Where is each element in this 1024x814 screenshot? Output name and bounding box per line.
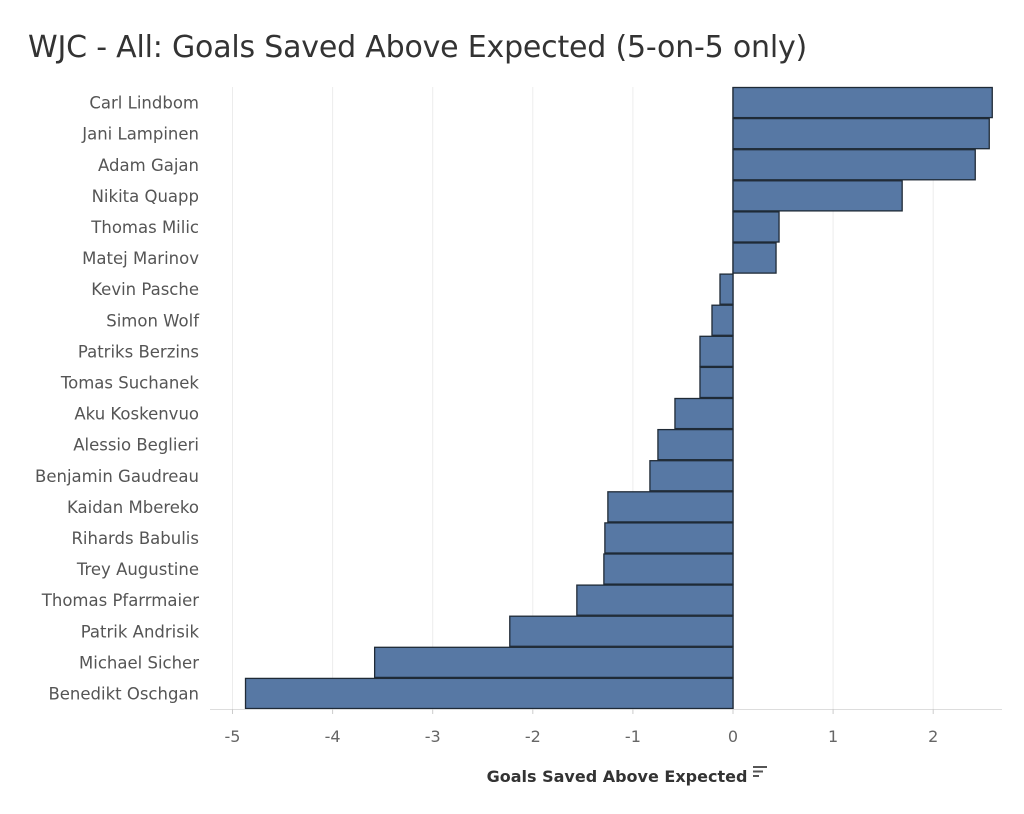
category-label: Simon Wolf [106, 311, 200, 330]
chart-title: WJC - All: Goals Saved Above Expected (5… [28, 30, 808, 65]
category-label: Patrik Andrisik [81, 622, 200, 641]
tick-label: 2 [928, 727, 938, 746]
tick-label: 0 [728, 727, 738, 746]
category-label: Rihards Babulis [71, 529, 199, 548]
bar[interactable] [373, 646, 734, 679]
category-labels: Carl Lindbom Jani Lampinen Adam Gajan Nikit… [35, 94, 200, 704]
tick-label: -1 [625, 727, 641, 746]
bar[interactable] [509, 615, 734, 647]
bar[interactable] [674, 397, 734, 430]
bar[interactable] [699, 335, 734, 368]
x-axis-title: Goals Saved Above Expected [487, 767, 748, 786]
category-label: Carl Lindbom [89, 94, 199, 113]
category-label: Benedikt Oschgan [48, 684, 199, 703]
category-label: Thomas Milic [90, 218, 199, 237]
bar[interactable] [649, 460, 734, 492]
bar[interactable] [711, 304, 734, 336]
category-label: Tomas Suchanek [60, 373, 200, 392]
bar[interactable] [607, 491, 734, 523]
tick-label: -2 [525, 727, 541, 746]
bar[interactable] [699, 366, 734, 399]
category-label: Kaidan Mbereko [67, 498, 199, 517]
bar[interactable] [732, 149, 976, 181]
bar[interactable] [732, 117, 990, 150]
category-label: Patriks Berzins [78, 342, 199, 361]
bar[interactable] [576, 584, 734, 616]
tick-label: -5 [225, 727, 241, 746]
tick-label: -3 [425, 727, 441, 746]
sort-icon-line [753, 775, 759, 777]
bar[interactable] [604, 522, 734, 554]
category-label: Alessio Beglieri [73, 436, 199, 455]
x-axis: -5 -4 -3 -2 -1 0 1 2 [210, 709, 1002, 746]
category-label: Aku Koskenvuo [74, 405, 199, 424]
sort-descending-icon[interactable] [753, 766, 767, 777]
bar[interactable] [603, 553, 734, 585]
category-label: Benjamin Gaudreau [35, 467, 199, 486]
bar[interactable] [244, 677, 734, 710]
category-label: Jani Lampinen [81, 125, 199, 144]
category-label: Trey Augustine [76, 560, 199, 579]
category-label: Nikita Quapp [92, 187, 199, 206]
category-label: Matej Marinov [82, 249, 199, 268]
category-label: Kevin Pasche [91, 280, 199, 299]
tick-label: -4 [325, 727, 341, 746]
tick-label: 1 [828, 727, 838, 746]
bar[interactable] [719, 273, 734, 305]
category-label: Michael Sicher [79, 653, 199, 672]
bar[interactable] [732, 211, 780, 243]
bar[interactable] [657, 428, 734, 461]
sort-icon-line [753, 770, 763, 773]
sort-icon-line [753, 766, 767, 768]
bar[interactable] [732, 86, 993, 119]
category-label: Adam Gajan [98, 156, 199, 175]
bars [244, 86, 993, 710]
category-label: Thomas Pfarrmaier [41, 591, 199, 610]
bar[interactable] [732, 242, 777, 274]
bar[interactable] [732, 180, 903, 212]
